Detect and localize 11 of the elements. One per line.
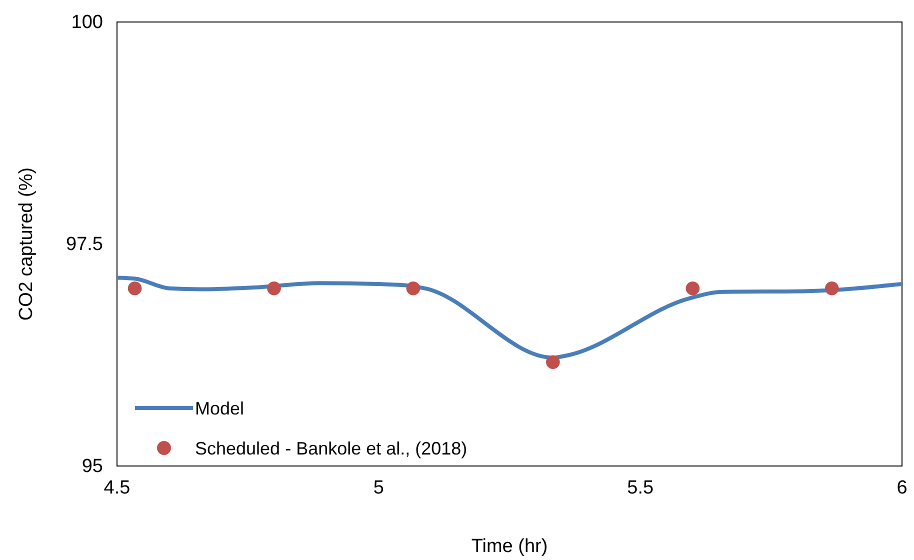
y-tick-label: 100 bbox=[71, 12, 103, 34]
legend-label: Scheduled - Bankole et al., (2018) bbox=[195, 438, 468, 458]
legend-label: Model bbox=[195, 398, 244, 418]
x-tick-label: 5.5 bbox=[627, 477, 654, 498]
x-axis-title: Time (hr) bbox=[471, 536, 548, 557]
x-tick-label: 5 bbox=[373, 477, 384, 498]
x-tick-label: 4.5 bbox=[104, 477, 130, 498]
y-tick-label: 97.5 bbox=[66, 234, 103, 256]
x-tick-label: 6 bbox=[896, 477, 908, 498]
y-axis-title: CO2 captured (%) bbox=[16, 167, 37, 321]
y-tick-label: 95 bbox=[82, 456, 103, 478]
